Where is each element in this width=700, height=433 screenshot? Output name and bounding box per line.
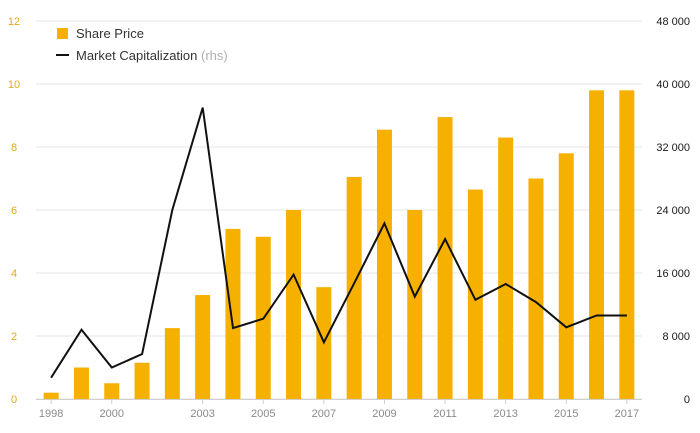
legend: Share Price Market Capitalization (rhs) [56, 26, 228, 63]
bar-2002 [164, 328, 180, 399]
x-tick-label: 2005 [251, 408, 275, 420]
right-tick-label: 32 000 [656, 142, 690, 154]
bar-2010 [407, 210, 423, 399]
bar-2001 [134, 362, 150, 399]
x-tick-label: 2015 [554, 408, 578, 420]
gridlines [36, 20, 642, 400]
x-tick-label: 2013 [493, 408, 517, 420]
left-tick-label: 0 [11, 394, 17, 406]
x-tick-label: 2007 [312, 408, 336, 420]
bar-2006 [286, 210, 302, 399]
legend-label-market-cap: Market Capitalization (rhs) [76, 48, 228, 63]
bar-2008 [346, 176, 362, 399]
right-tick-label: 0 [684, 394, 690, 406]
right-tick-label: 24 000 [656, 205, 690, 217]
x-axis: 1998 2000 2003 2005 2007 2009 2011 2013 2015 2017 [36, 399, 642, 420]
left-tick-label: 12 [8, 16, 20, 28]
bar-2012 [467, 189, 483, 399]
right-tick-label: 8 000 [662, 331, 690, 343]
bar-2003 [195, 295, 211, 399]
x-tick-label: 2009 [372, 408, 396, 420]
bar-2004 [225, 228, 241, 399]
left-y-axis: 0 2 4 6 8 10 12 [8, 16, 20, 406]
right-tick-label: 40 000 [656, 79, 690, 91]
left-tick-label: 4 [11, 268, 17, 280]
x-tick-label: 2003 [190, 408, 214, 420]
right-tick-label: 16 000 [656, 268, 690, 280]
bar-2013 [498, 137, 514, 400]
bar-2014 [528, 178, 544, 399]
x-tick-label: 2011 [433, 408, 457, 420]
bar-series-share-price [43, 90, 635, 400]
line-series-market-cap [50, 107, 627, 379]
legend-swatch-share-price [57, 28, 68, 39]
left-tick-label: 6 [11, 205, 17, 217]
bar-1999 [73, 367, 89, 399]
right-y-axis: 0 8 000 16 000 24 000 32 000 40 000 48 000 [656, 16, 690, 406]
right-tick-label: 48 000 [656, 16, 690, 28]
bar-2009 [376, 129, 392, 400]
market-cap-line [50, 107, 627, 379]
x-tick-label: 2017 [615, 408, 639, 420]
bar-2016 [589, 90, 605, 400]
x-tick-label: 2000 [100, 408, 124, 420]
left-tick-label: 2 [11, 331, 17, 343]
left-tick-label: 10 [8, 79, 20, 91]
bar-2017 [619, 90, 635, 400]
bar-1998 [43, 392, 59, 399]
x-tick-label: 1998 [39, 408, 63, 420]
left-tick-label: 8 [11, 142, 17, 154]
bar-2011 [437, 117, 453, 399]
bar-2000 [104, 383, 120, 399]
legend-label-market-cap-text: Market Capitalization [76, 48, 197, 63]
legend-label-share-price: Share Price [76, 26, 144, 41]
bar-2015 [558, 153, 574, 399]
legend-label-rhs-suffix: (rhs) [201, 48, 228, 63]
